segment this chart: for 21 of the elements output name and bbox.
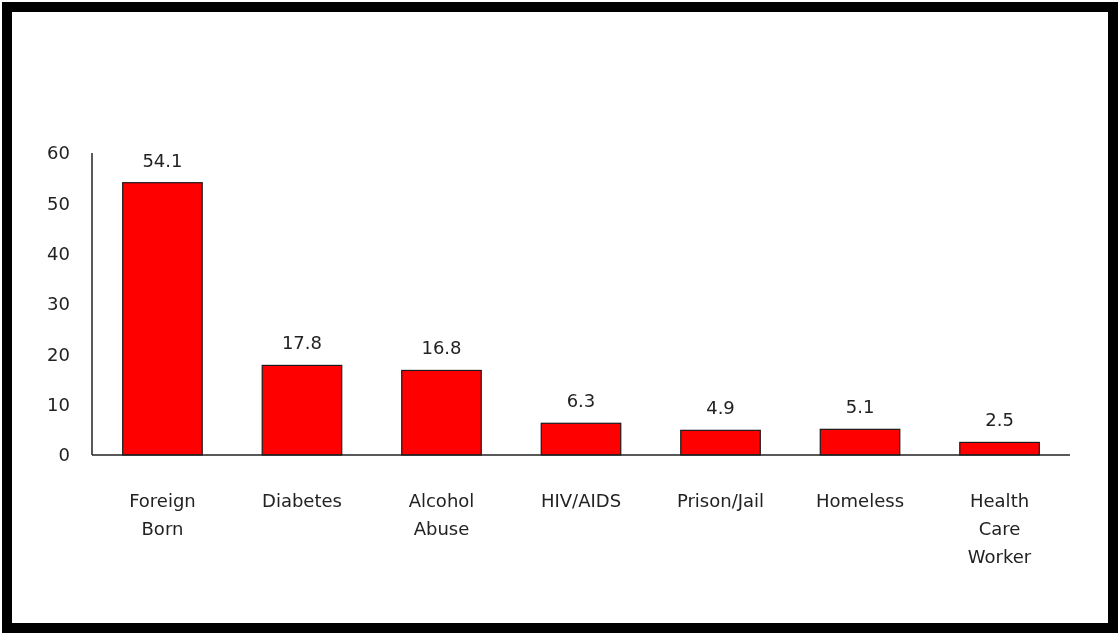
y-tick-label: 60 [47,142,70,164]
data-label: 54.1 [142,149,183,171]
y-tick-label: 30 [47,293,70,315]
x-tick-label: Foreign Born [129,490,196,539]
data-label: 2.5 [985,409,1014,431]
y-tick-label: 20 [47,343,70,365]
y-tick-label: 40 [47,242,70,264]
data-label: 16.8 [421,337,462,359]
x-tick-label: Homeless [816,490,905,511]
x-tick-label: Diabetes [262,490,342,511]
data-label: 6.3 [566,390,596,412]
y-tick-label: 10 [47,393,70,415]
data-label: 17.8 [281,332,323,354]
x-tick-label: Prison/Jail [676,490,765,511]
x-tick-label: Health Care Worker [967,490,1032,567]
x-tick-label: Alcohol Abuse [408,490,475,539]
y-tick-label: 0 [58,444,70,466]
data-label: 4.9 [706,397,735,419]
data-label: 5.1 [845,396,875,418]
y-tick-label: 50 [47,192,70,214]
x-tick-label: HIV/AIDS [540,490,622,511]
